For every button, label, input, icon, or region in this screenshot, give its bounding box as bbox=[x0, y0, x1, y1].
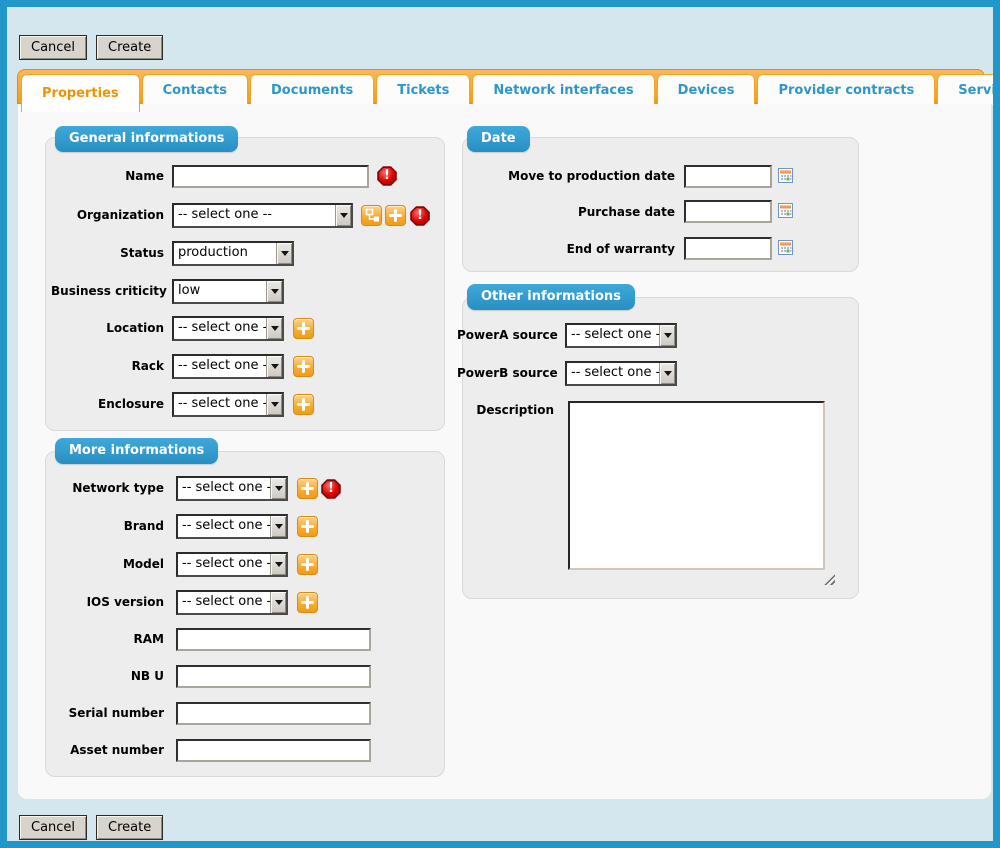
dropdown-arrow-icon bbox=[659, 325, 675, 346]
textarea-resize-handle[interactable] bbox=[824, 574, 835, 585]
enclosure-add-button[interactable] bbox=[293, 394, 314, 415]
mandatory-icon: ! bbox=[321, 479, 341, 499]
tab-services[interactable]: Services bbox=[937, 74, 993, 105]
asset-number-input[interactable] bbox=[176, 739, 371, 762]
serial-number-label: Serial number bbox=[68, 706, 164, 720]
dropdown-arrow-icon bbox=[276, 243, 292, 264]
brand-select[interactable]: -- select one -- bbox=[176, 514, 288, 539]
enclosure-select[interactable]: -- select one -- bbox=[172, 392, 284, 417]
dropdown-arrow-icon bbox=[270, 554, 286, 575]
plus-icon bbox=[301, 558, 314, 571]
legend-date: Date bbox=[467, 126, 530, 152]
rack-select[interactable]: -- select one -- bbox=[172, 354, 284, 379]
end-of-warranty-input[interactable] bbox=[684, 237, 772, 260]
mandatory-icon: ! bbox=[410, 206, 430, 226]
tab-contacts[interactable]: Contacts bbox=[141, 74, 249, 105]
dropdown-arrow-icon bbox=[266, 281, 282, 302]
legend-general-informations: General informations bbox=[55, 126, 239, 152]
model-add-button[interactable] bbox=[297, 554, 318, 575]
status-select[interactable]: production bbox=[172, 241, 294, 266]
move-to-production-date-input[interactable] bbox=[684, 165, 772, 188]
plus-icon bbox=[297, 398, 310, 411]
location-select[interactable]: -- select one -- bbox=[172, 316, 284, 341]
dropdown-arrow-icon bbox=[266, 394, 282, 415]
model-label: Model bbox=[122, 557, 164, 571]
ios-version-select[interactable]: -- select one -- bbox=[176, 590, 288, 615]
plus-icon bbox=[301, 482, 314, 495]
rack-add-button[interactable] bbox=[293, 356, 314, 377]
enclosure-label: Enclosure bbox=[98, 397, 164, 411]
powerb-source-select[interactable]: -- select one -- bbox=[565, 361, 677, 386]
asset-number-label: Asset number bbox=[70, 743, 164, 757]
location-label: Location bbox=[106, 321, 164, 335]
dropdown-arrow-icon bbox=[266, 356, 282, 377]
calendar-icon[interactable] bbox=[778, 168, 793, 183]
organization-select[interactable]: -- select one -- bbox=[172, 203, 353, 228]
network-type-add-button[interactable] bbox=[297, 478, 318, 499]
calendar-icon[interactable] bbox=[778, 203, 793, 218]
organization-label: Organization bbox=[76, 208, 164, 222]
model-select[interactable]: -- select one -- bbox=[176, 552, 288, 577]
dropdown-arrow-icon bbox=[266, 318, 282, 339]
powera-source-label: PowerA source bbox=[457, 328, 558, 342]
tab-network-interfaces[interactable]: Network interfaces bbox=[472, 74, 655, 105]
organization-add-button[interactable] bbox=[385, 205, 406, 226]
create-button[interactable]: Create bbox=[96, 35, 164, 60]
plus-icon bbox=[389, 209, 402, 222]
network-type-label: Network type bbox=[72, 481, 164, 495]
nb-u-input[interactable] bbox=[176, 665, 371, 688]
legend-more-informations: More informations bbox=[55, 438, 219, 464]
dropdown-arrow-icon bbox=[270, 592, 286, 613]
organization-hierarchy-button[interactable] bbox=[361, 205, 382, 226]
plus-icon bbox=[297, 322, 310, 335]
end-of-warranty-label: End of warranty bbox=[566, 242, 675, 256]
tab-tickets[interactable]: Tickets bbox=[376, 74, 471, 105]
mandatory-icon: ! bbox=[377, 166, 397, 186]
rack-label: Rack bbox=[131, 359, 164, 373]
cancel-button[interactable]: Cancel bbox=[19, 35, 88, 60]
move-to-production-date-label: Move to production date bbox=[508, 169, 675, 183]
description-textarea[interactable] bbox=[568, 401, 825, 570]
tab-documents[interactable]: Documents bbox=[250, 74, 375, 105]
ram-input[interactable] bbox=[176, 628, 371, 651]
brand-label: Brand bbox=[123, 519, 164, 533]
dropdown-arrow-icon bbox=[270, 516, 286, 537]
description-label: Description bbox=[476, 403, 554, 417]
tab-provider-contracts[interactable]: Provider contracts bbox=[757, 74, 936, 105]
calendar-icon[interactable] bbox=[778, 240, 793, 255]
ram-label: RAM bbox=[133, 632, 164, 646]
name-input[interactable] bbox=[172, 165, 369, 188]
location-add-button[interactable] bbox=[293, 318, 314, 339]
plus-icon bbox=[301, 596, 314, 609]
dropdown-arrow-icon bbox=[270, 478, 286, 499]
brand-add-button[interactable] bbox=[297, 516, 318, 537]
powerb-source-label: PowerB source bbox=[457, 366, 558, 380]
dropdown-arrow-icon bbox=[335, 205, 351, 226]
tab-devices[interactable]: Devices bbox=[656, 74, 756, 105]
tab-strip: Properties Contacts Documents Tickets Ne… bbox=[17, 69, 993, 112]
legend-other-informations: Other informations bbox=[467, 284, 635, 310]
status-label: Status bbox=[120, 246, 164, 260]
cancel-button[interactable]: Cancel bbox=[19, 815, 88, 840]
network-type-select[interactable]: -- select one -- bbox=[176, 476, 288, 501]
purchase-date-label: Purchase date bbox=[577, 205, 675, 219]
plus-icon bbox=[301, 520, 314, 533]
ios-version-add-button[interactable] bbox=[297, 592, 318, 613]
plus-icon bbox=[297, 360, 310, 373]
name-label: Name bbox=[125, 169, 164, 183]
tab-list: Properties Contacts Documents Tickets Ne… bbox=[21, 74, 993, 112]
purchase-date-input[interactable] bbox=[684, 200, 772, 223]
powera-source-select[interactable]: -- select one -- bbox=[565, 323, 677, 348]
dropdown-arrow-icon bbox=[659, 363, 675, 384]
ios-version-label: IOS version bbox=[86, 595, 164, 609]
business-criticity-label: Business criticity bbox=[51, 284, 167, 298]
business-criticity-select[interactable]: low bbox=[172, 279, 284, 304]
create-button[interactable]: Create bbox=[96, 815, 164, 840]
hierarchy-icon bbox=[365, 208, 379, 222]
serial-number-input[interactable] bbox=[176, 702, 371, 725]
tab-properties[interactable]: Properties bbox=[21, 74, 140, 112]
nb-u-label: NB U bbox=[130, 669, 164, 683]
